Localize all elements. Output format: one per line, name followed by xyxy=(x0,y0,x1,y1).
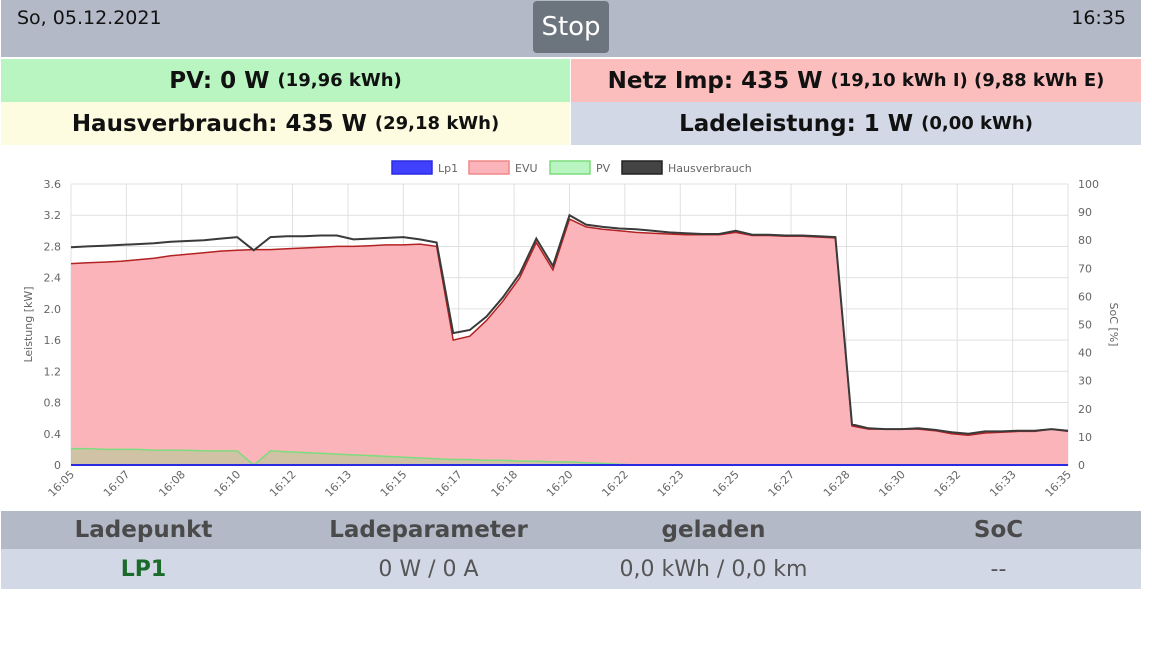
pv-tile: PV: 0 W (19,96 kWh) xyxy=(1,59,570,102)
legend-swatch-pv xyxy=(549,160,591,175)
y2-tick-label: 40 xyxy=(1078,347,1092,360)
y-tick-label: 0.4 xyxy=(44,428,62,441)
y-tick-label: 1.6 xyxy=(44,334,62,347)
x-tick-label: 16:12 xyxy=(267,468,299,500)
grid-energy: (19,10 kWh I) (9,88 kWh E) xyxy=(830,70,1105,91)
legend-label-pv: PV xyxy=(596,162,611,175)
legend-swatch-lp1 xyxy=(391,160,433,175)
x-tick-label: 16:10 xyxy=(212,468,244,500)
col-header-geladen: geladen xyxy=(571,511,856,549)
charge-energy: (0,00 kWh) xyxy=(921,113,1033,134)
x-tick-label: 16:22 xyxy=(599,468,631,500)
pv-power: PV: 0 W xyxy=(169,67,270,94)
y2-tick-label: 80 xyxy=(1078,234,1092,247)
x-tick-label: 16:17 xyxy=(433,468,465,500)
x-tick-label: 16:15 xyxy=(378,468,410,500)
x-tick-label: 16:33 xyxy=(987,468,1019,500)
x-tick-label: 16:28 xyxy=(821,468,853,500)
x-tick-label: 16:35 xyxy=(1043,468,1075,500)
legend-swatch-evu xyxy=(468,160,510,175)
x-tick-label: 16:30 xyxy=(876,468,908,500)
x-tick-label: 16:05 xyxy=(46,468,78,500)
house-power: Hausverbrauch: 435 W xyxy=(71,110,367,137)
x-tick-label: 16:08 xyxy=(156,468,188,500)
series-area-evu xyxy=(71,219,1068,465)
y2-tick-label: 50 xyxy=(1078,319,1092,332)
series-line-hausverbrauch xyxy=(70,213,1069,435)
y-tick-label: 3.6 xyxy=(44,178,62,191)
x-tick-label: 16:13 xyxy=(322,468,354,500)
y2-tick-label: 30 xyxy=(1078,375,1092,388)
legend-label-hausverbrauch: Hausverbrauch xyxy=(668,162,752,175)
y-tick-label: 3.2 xyxy=(44,209,62,222)
x-tick-label: 16:07 xyxy=(101,468,133,500)
y-tick-label: 2.4 xyxy=(44,272,62,285)
col-header-ladeparameter: Ladeparameter xyxy=(286,511,571,549)
x-tick-label: 16:25 xyxy=(710,468,742,500)
charge-power: Ladeleistung: 1 W xyxy=(679,110,914,137)
power-chart[interactable]: 0 0.4 0.8 1.2 1.6 2.0 2.4 2.8 3.2 3.6 0 10 20 30 40 50 6… xyxy=(0,150,1152,505)
y2-tick-label: 100 xyxy=(1078,178,1099,191)
grid-tile: Netz Imp: 435 W (19,10 kWh I) (9,88 kWh … xyxy=(571,59,1141,102)
y2-tick-label: 10 xyxy=(1078,431,1092,444)
house-tile: Hausverbrauch: 435 W (29,18 kWh) xyxy=(1,102,570,145)
x-tick-label: 16:27 xyxy=(766,468,798,500)
top-bar: So, 05.12.2021 Stop 16:35 xyxy=(1,0,1141,57)
series-area-pv xyxy=(71,448,1068,465)
house-energy: (29,18 kWh) xyxy=(374,113,500,134)
y2-axis-title: SoC [%] xyxy=(1107,303,1120,347)
x-tick-label: 16:32 xyxy=(932,468,964,500)
y2-tick-label: 90 xyxy=(1078,206,1092,219)
col-header-ladepunkt: Ladepunkt xyxy=(1,511,286,549)
y-tick-label: 1.2 xyxy=(44,365,62,378)
table-row[interactable]: LP1 0 W / 0 A 0,0 kWh / 0,0 km -- xyxy=(1,549,1141,589)
y-axis-title: Leistung [kW] xyxy=(22,286,35,362)
legend-label-lp1: Lp1 xyxy=(438,162,458,175)
chargepoint-soc: -- xyxy=(856,549,1141,589)
chargepoint-charged: 0,0 kWh / 0,0 km xyxy=(571,549,856,589)
charge-tile: Ladeleistung: 1 W (0,00 kWh) xyxy=(571,102,1141,145)
chargepoint-name[interactable]: LP1 xyxy=(1,549,286,589)
chargepoint-table: Ladepunkt Ladeparameter geladen SoC LP1 … xyxy=(1,511,1141,589)
legend-label-evu: EVU xyxy=(515,162,538,175)
grid-power: Netz Imp: 435 W xyxy=(607,67,823,94)
y-tick-label: 0 xyxy=(54,459,61,472)
col-header-soc: SoC xyxy=(856,511,1141,549)
y-tick-label: 2.8 xyxy=(44,240,62,253)
x-tick-label: 16:20 xyxy=(544,468,576,500)
y2-tick-label: 60 xyxy=(1078,290,1092,303)
stop-button[interactable]: Stop xyxy=(533,1,609,53)
x-tick-label: 16:18 xyxy=(489,468,521,500)
pv-energy: (19,96 kWh) xyxy=(277,70,402,91)
legend-swatch-hausverbrauch xyxy=(621,160,663,175)
y2-tick-label: 70 xyxy=(1078,262,1092,275)
y-tick-label: 0.8 xyxy=(44,397,62,410)
x-tick-label: 16:23 xyxy=(655,468,687,500)
time-display: 16:35 xyxy=(1071,7,1126,29)
y2-tick-label: 20 xyxy=(1078,403,1092,416)
y-tick-label: 2.0 xyxy=(44,303,62,316)
date-display: So, 05.12.2021 xyxy=(17,7,162,29)
table-header-row: Ladepunkt Ladeparameter geladen SoC xyxy=(1,511,1141,549)
chargepoint-params: 0 W / 0 A xyxy=(286,549,571,589)
y2-tick-label: 0 xyxy=(1078,459,1085,472)
